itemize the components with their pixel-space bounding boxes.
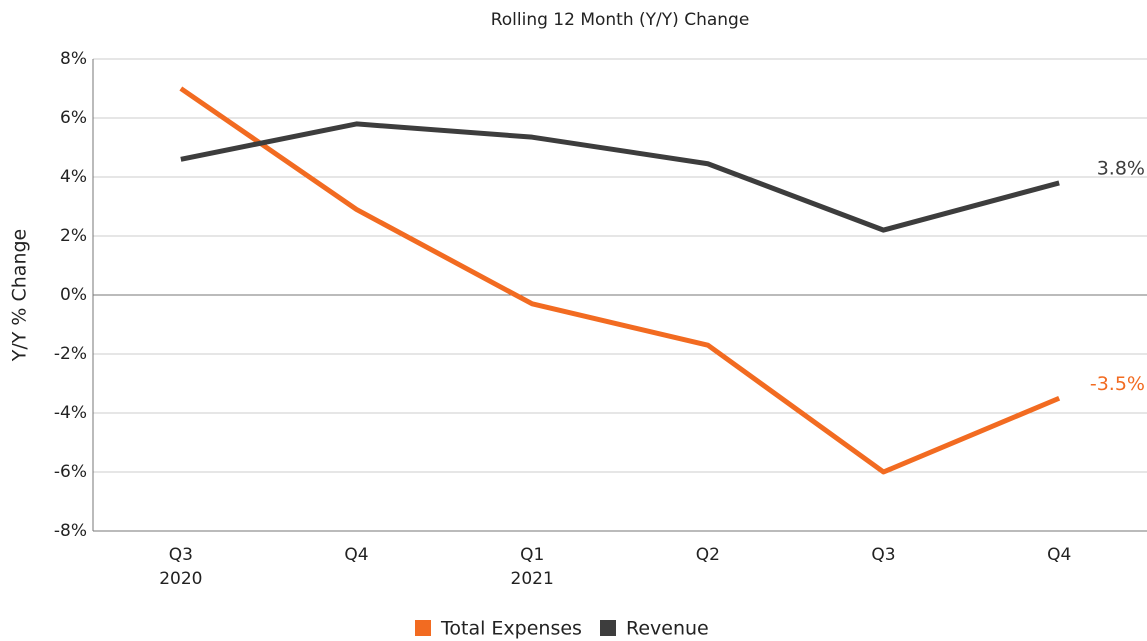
y-tick-label: 4% <box>60 167 87 187</box>
y-tick-label: -2% <box>54 344 87 364</box>
y-tick-label: 8% <box>60 49 87 69</box>
value-label: 3.8% <box>1097 157 1145 179</box>
y-tick-label: 0% <box>60 285 87 305</box>
y-tick-label: 6% <box>60 108 87 128</box>
legend-label: Total Expenses <box>440 618 582 640</box>
x-tick-label: Q3 <box>871 545 895 565</box>
series-line <box>179 86 1061 475</box>
series-line <box>180 121 1060 233</box>
x-tick-label: Q4 <box>344 545 368 565</box>
y-tick-label: -4% <box>54 403 87 423</box>
x-tick-label: Q4 <box>1047 545 1071 565</box>
x-tick-year: 2020 <box>159 569 202 589</box>
chart-title: Rolling 12 Month (Y/Y) Change <box>491 10 750 30</box>
y-tick-label: -8% <box>54 521 87 541</box>
x-tick-label: Q2 <box>696 545 720 565</box>
x-tick-year: 2021 <box>511 569 554 589</box>
y-axis-label: Y/Y % Change <box>9 229 31 363</box>
x-tick-label: Q3 <box>169 545 193 565</box>
y-tick-label: 2% <box>60 226 87 246</box>
x-tick-label: Q1 <box>520 545 544 565</box>
legend-swatch <box>415 620 431 636</box>
y-tick-label: -6% <box>54 462 87 482</box>
legend-swatch <box>600 620 616 636</box>
legend-label: Revenue <box>626 618 709 640</box>
value-label: -3.5% <box>1090 373 1145 395</box>
